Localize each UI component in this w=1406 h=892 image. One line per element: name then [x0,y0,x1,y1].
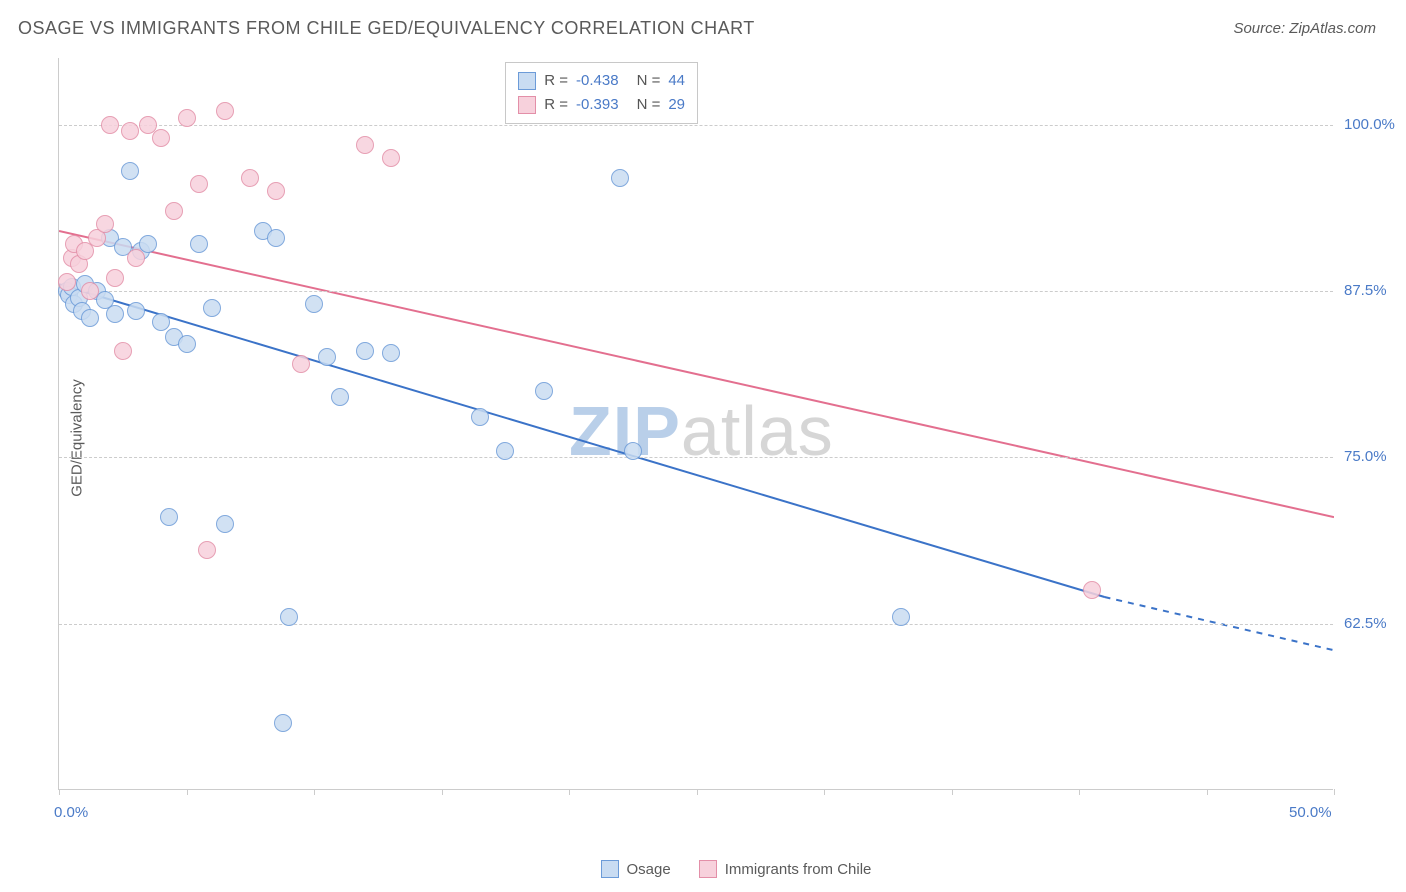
y-tick-label: 87.5% [1344,282,1387,299]
x-tick [187,789,188,795]
x-tick [1207,789,1208,795]
data-point [318,348,336,366]
stat-r-label: R = [544,93,568,117]
x-tick [1334,789,1335,795]
data-point [331,388,349,406]
stat-r-value: -0.393 [576,93,619,117]
data-point [382,344,400,362]
data-point [96,215,114,233]
x-tick [697,789,698,795]
x-tick [952,789,953,795]
stat-n-value: 44 [668,69,685,93]
legend-swatch [699,860,717,878]
gridline [59,125,1333,126]
data-point [292,355,310,373]
data-point [58,273,76,291]
data-point [121,162,139,180]
x-tick-label: 50.0% [1289,804,1338,821]
data-point [496,442,514,460]
data-point [106,305,124,323]
data-point [101,116,119,134]
gridline [59,457,1333,458]
data-point [892,608,910,626]
data-point [241,169,259,187]
data-point [152,313,170,331]
stat-row: R = -0.438 N = 44 [518,69,685,93]
data-point [178,335,196,353]
data-point [1083,581,1101,599]
stat-n-label: N = [637,93,661,117]
watermark: ZIPatlas [569,391,834,471]
data-point [121,122,139,140]
data-point [203,299,221,317]
data-point [267,229,285,247]
legend-item: Osage [601,860,671,878]
data-point [198,541,216,559]
x-tick [59,789,60,795]
data-point [267,182,285,200]
data-point [216,102,234,120]
header: OSAGE VS IMMIGRANTS FROM CHILE GED/EQUIV… [0,0,1406,49]
y-tick-label: 62.5% [1344,615,1387,632]
plot-area: ZIPatlas R =-0.438N =44R =-0.393N =29 62… [58,58,1333,790]
trend-line [59,231,1334,517]
data-point [127,302,145,320]
x-tick [1079,789,1080,795]
x-tick-label: 0.0% [54,804,88,821]
source-label: Source: ZipAtlas.com [1233,20,1376,37]
data-point [178,109,196,127]
stat-row: R = -0.393 N = 29 [518,93,685,117]
data-point [106,269,124,287]
data-point [81,309,99,327]
stat-n-value: 29 [668,93,685,117]
legend-swatch [518,96,536,114]
data-point [611,169,629,187]
stat-r-value: -0.438 [576,69,619,93]
y-tick-label: 100.0% [1344,116,1395,133]
legend-swatch [601,860,619,878]
data-point [356,136,374,154]
gridline [59,624,1333,625]
data-point [274,714,292,732]
stat-r-label: R = [544,69,568,93]
x-tick [314,789,315,795]
x-tick [824,789,825,795]
stat-n-label: N = [637,69,661,93]
chart-title: OSAGE VS IMMIGRANTS FROM CHILE GED/EQUIV… [18,18,755,39]
data-point [190,235,208,253]
legend-label: Osage [627,861,671,878]
data-point [81,282,99,300]
legend-swatch [518,72,536,90]
data-point [114,342,132,360]
correlation-legend: R = -0.438 N = 44 R = -0.393 N = 29 [505,62,698,124]
data-point [356,342,374,360]
data-point [382,149,400,167]
y-tick-label: 75.0% [1344,448,1387,465]
data-point [190,175,208,193]
legend-item: Immigrants from Chile [699,860,872,878]
data-point [280,608,298,626]
data-point [127,249,145,267]
series-legend: Osage Immigrants from Chile [601,860,872,878]
chart-area: GED/Equivalency ZIPatlas R =-0.438N =44R… [58,58,1386,818]
data-point [305,295,323,313]
x-tick [442,789,443,795]
data-point [216,515,234,533]
data-point [165,202,183,220]
data-point [152,129,170,147]
data-point [624,442,642,460]
data-point [535,382,553,400]
gridline [59,291,1333,292]
data-point [471,408,489,426]
x-tick [569,789,570,795]
data-point [160,508,178,526]
legend-label: Immigrants from Chile [725,861,872,878]
